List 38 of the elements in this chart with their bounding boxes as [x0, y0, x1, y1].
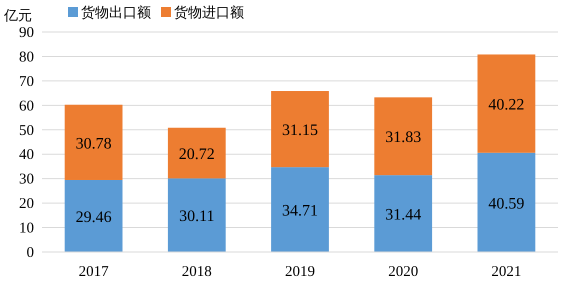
- data-label: 29.46: [76, 208, 112, 226]
- data-label: 31.44: [385, 206, 422, 224]
- x-tick-label: 2018: [182, 264, 212, 280]
- data-label: 40.22: [488, 96, 524, 114]
- bar: [374, 175, 432, 252]
- bar: [64, 180, 122, 252]
- bar: [478, 152, 536, 252]
- y-tick-label: 30: [19, 172, 34, 188]
- data-label: 30.11: [179, 208, 215, 226]
- x-tick-label: 2017: [78, 264, 110, 280]
- bar: [478, 54, 536, 153]
- data-label: 34.71: [282, 202, 318, 220]
- legend-label: 货物出口额: [81, 5, 151, 21]
- y-tick-label: 80: [19, 49, 34, 66]
- bar: [64, 104, 122, 180]
- bar: [168, 178, 226, 252]
- bar: [168, 128, 226, 178]
- y-tick-label: 10: [19, 220, 34, 237]
- y-tick-label: 20: [19, 196, 34, 212]
- data-label: 31.83: [385, 129, 422, 146]
- y-tick-label: 70: [19, 74, 34, 90]
- bar: [374, 97, 432, 176]
- data-label: 31.15: [282, 122, 318, 140]
- x-tick-label: 2019: [285, 264, 315, 280]
- bar: [271, 167, 329, 252]
- y-tick-label: 40: [19, 147, 34, 164]
- y-axis-title: 亿元: [3, 8, 32, 24]
- y-tick-label: 0: [26, 245, 34, 261]
- data-label: 30.78: [76, 135, 112, 152]
- bar: [271, 91, 329, 168]
- legend-label: 货物进口额: [174, 5, 244, 21]
- x-tick-label: 2020: [388, 264, 418, 280]
- x-tick-label: 2021: [491, 264, 522, 280]
- y-tick-label: 50: [19, 122, 34, 139]
- y-tick-label: 90: [19, 25, 34, 41]
- data-label: 20.72: [178, 146, 215, 164]
- y-tick-label: 60: [19, 98, 34, 114]
- data-label: 40.59: [488, 195, 524, 212]
